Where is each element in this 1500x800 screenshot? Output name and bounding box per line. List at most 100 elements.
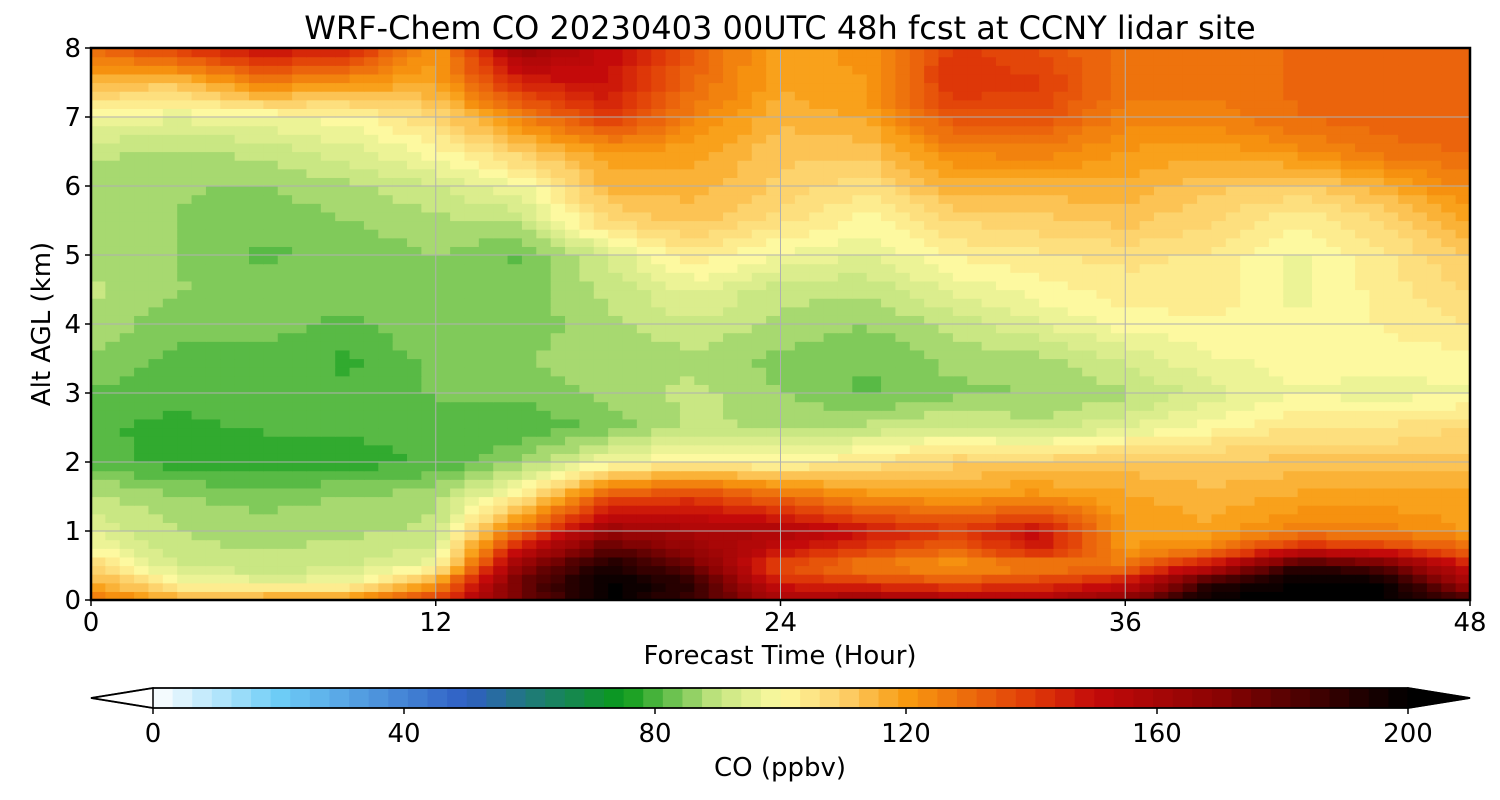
heatmap-cell [349, 246, 365, 256]
heatmap-cell [622, 349, 638, 360]
heatmap-cell [349, 462, 365, 472]
heatmap-cell [866, 341, 882, 351]
heatmap-cell [1297, 246, 1313, 256]
heatmap-cell [1053, 574, 1069, 584]
heatmap-cell [1340, 444, 1356, 454]
heatmap-cell [119, 367, 135, 377]
heatmap-cell [622, 453, 638, 463]
heatmap-cell [679, 401, 695, 411]
heatmap-cell [579, 513, 595, 523]
heatmap-cell [1441, 436, 1457, 446]
heatmap-cell [536, 255, 552, 265]
heatmap-cell [924, 410, 940, 420]
heatmap-cell [1211, 315, 1227, 325]
heatmap-cell [234, 436, 250, 446]
heatmap-cell [622, 505, 638, 515]
heatmap-cell [1369, 194, 1385, 204]
heatmap-cell [1426, 427, 1442, 437]
heatmap-cell [507, 203, 523, 213]
heatmap-cell [1153, 470, 1169, 480]
heatmap-cell [91, 358, 106, 368]
heatmap-cell [1139, 341, 1155, 351]
heatmap-cell [1369, 436, 1385, 446]
heatmap-cell [335, 341, 351, 351]
heatmap-cell [723, 160, 738, 170]
heatmap-cell [809, 255, 825, 265]
heatmap-cell [1211, 220, 1227, 230]
heatmap-cell [1254, 341, 1270, 351]
heatmap-cell [780, 505, 796, 515]
heatmap-cell [363, 418, 379, 429]
heatmap-cell [837, 436, 853, 446]
heatmap-cell [1125, 298, 1141, 308]
heatmap-cell [234, 246, 250, 256]
heatmap-cell [579, 582, 595, 592]
heatmap-cell [320, 263, 336, 273]
heatmap-cell [866, 203, 882, 213]
heatmap-cell [1139, 151, 1155, 161]
heatmap-cell [407, 548, 422, 558]
heatmap-cell [909, 168, 925, 178]
heatmap-cell [938, 384, 954, 394]
heatmap-cell [263, 444, 279, 454]
heatmap-cell [349, 186, 365, 196]
heatmap-cell [1024, 453, 1040, 463]
heatmap-cell [1340, 272, 1356, 282]
heatmap-cell [320, 496, 336, 506]
heatmap-cell [1211, 358, 1227, 368]
heatmap-cell [220, 272, 236, 282]
heatmap-cell [1412, 194, 1428, 204]
heatmap-cell [306, 220, 322, 230]
heatmap-cell [306, 479, 322, 489]
heatmap-cell [249, 358, 264, 368]
heatmap-cell [651, 194, 667, 204]
heatmap-cell [938, 272, 954, 282]
heatmap-cell [521, 565, 537, 575]
heatmap-cell [708, 263, 724, 273]
heatmap-cell [823, 186, 839, 196]
heatmap-cell [148, 142, 164, 153]
heatmap-cell [1197, 160, 1213, 170]
heatmap-cell [852, 272, 868, 282]
heatmap-cell [435, 470, 451, 480]
heatmap-cell [191, 462, 207, 472]
heatmap-cell [1311, 332, 1327, 342]
heatmap-cell [1082, 556, 1098, 567]
heatmap-cell [407, 289, 422, 299]
heatmap-cell [1441, 289, 1457, 299]
heatmap-cell [521, 556, 537, 567]
heatmap-cell [220, 168, 236, 178]
heatmap-cell [651, 531, 667, 541]
heatmap-cell [593, 531, 609, 541]
heatmap-cell [363, 479, 379, 489]
heatmap-cell [579, 384, 595, 394]
heatmap-cell [1153, 487, 1169, 498]
heatmap-cell [1283, 384, 1299, 394]
heatmap-cell [636, 237, 652, 247]
heatmap-cell [1398, 160, 1414, 170]
heatmap-cell [1355, 298, 1371, 308]
heatmap-cell [263, 298, 279, 308]
heatmap-cell [837, 513, 853, 523]
heatmap-cell [866, 479, 882, 489]
heatmap-cell [579, 531, 595, 541]
heatmap-cell [1441, 220, 1457, 230]
heatmap-cell [866, 539, 882, 549]
heatmap-cell [1082, 229, 1098, 239]
heatmap-cell [521, 505, 537, 515]
heatmap-cell [521, 410, 537, 420]
heatmap-cell [320, 272, 336, 282]
heatmap-cell [1441, 315, 1457, 325]
heatmap-cell [148, 479, 164, 489]
heatmap-cell [1153, 246, 1169, 256]
heatmap-cell [493, 151, 509, 161]
heatmap-cell [435, 272, 451, 282]
heatmap-cell [148, 513, 164, 523]
heatmap-cell [493, 479, 509, 489]
heatmap-cell [306, 384, 322, 394]
heatmap-cell [407, 582, 422, 592]
heatmap-cell [1240, 246, 1256, 256]
heatmap-cell [263, 255, 279, 265]
heatmap-cell [995, 539, 1011, 549]
heatmap-cell [651, 246, 667, 256]
